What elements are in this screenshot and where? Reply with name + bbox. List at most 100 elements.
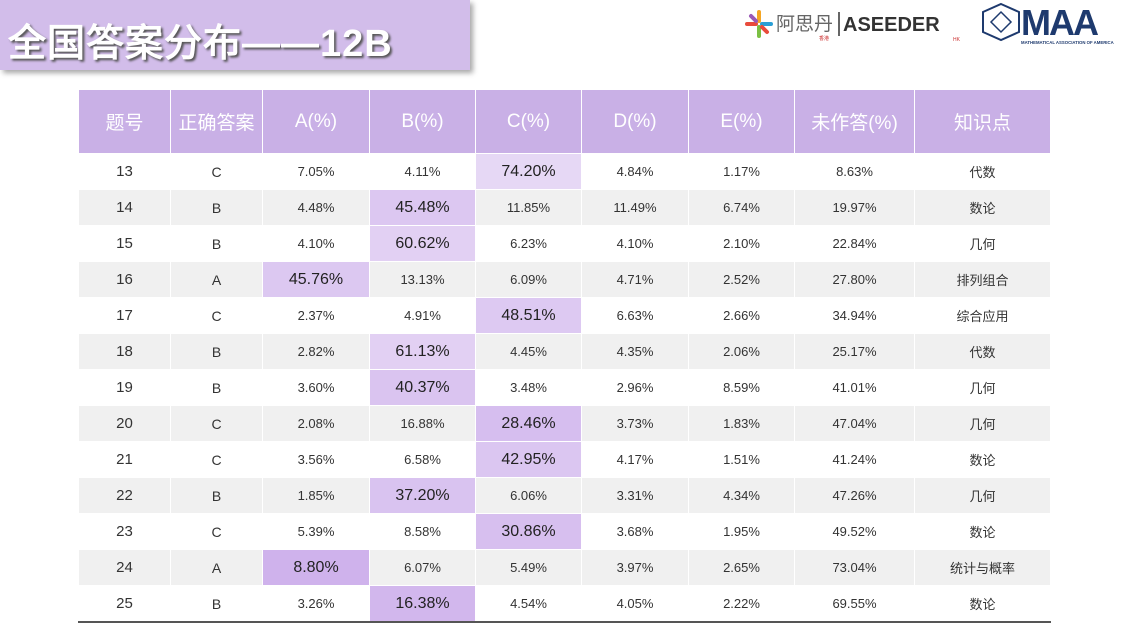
table-cell: 5.39% bbox=[262, 513, 370, 550]
table-row: 23 C 5.39% 8.58% 30.86% 3.68% 1.95% 49.52% 数论 bbox=[78, 513, 1051, 550]
table-cell: 74.20% bbox=[475, 153, 582, 190]
table-cell: 代数 bbox=[914, 333, 1051, 370]
table-cell: 6.58% bbox=[369, 441, 476, 478]
table-cell: 30.86% bbox=[475, 513, 582, 550]
table-cell: 1.85% bbox=[262, 477, 370, 514]
table-cell: C bbox=[170, 153, 263, 190]
table-cell: 25 bbox=[78, 585, 171, 623]
table-cell: 49.52% bbox=[794, 513, 915, 550]
table-row: 16 A 45.76% 13.13% 6.09% 4.71% 2.52% 27.80% 排列组合 bbox=[78, 261, 1051, 298]
table-cell: 6.63% bbox=[581, 297, 689, 334]
table-cell: 45.48% bbox=[369, 189, 476, 226]
table-cell: 8.58% bbox=[369, 513, 476, 550]
table-cell: 16.38% bbox=[369, 585, 476, 623]
table-cell: 73.04% bbox=[794, 549, 915, 586]
table-cell: 2.22% bbox=[688, 585, 795, 623]
table-cell: B bbox=[170, 225, 263, 262]
answer-table: 题号 正确答案 A(%) B(%) C(%) D(%) E(%) 未作答(%) 知识点 13 C 7… bbox=[78, 89, 1051, 623]
table-cell: 8.80% bbox=[262, 549, 370, 586]
table-cell: 1.83% bbox=[688, 405, 795, 442]
table-cell: 13.13% bbox=[369, 261, 476, 298]
table-cell: 3.68% bbox=[581, 513, 689, 550]
logo-cn-sub: 香港 bbox=[819, 35, 829, 42]
table-cell: 16.88% bbox=[369, 405, 476, 442]
table-cell: 60.62% bbox=[369, 225, 476, 262]
table-cell: C bbox=[170, 441, 263, 478]
header-cell: C(%) bbox=[475, 89, 582, 154]
table-cell: 2.65% bbox=[688, 549, 795, 586]
table-cell: 13 bbox=[78, 153, 171, 190]
table-cell: 21 bbox=[78, 441, 171, 478]
table-row: 14 B 4.48% 45.48% 11.85% 11.49% 6.74% 19.97% 数论 bbox=[78, 189, 1051, 226]
table-cell: 14 bbox=[78, 189, 171, 226]
table-cell: 23 bbox=[78, 513, 171, 550]
table-row: 20 C 2.08% 16.88% 28.46% 3.73% 1.83% 47.04% 几何 bbox=[78, 405, 1051, 442]
table-cell: 3.48% bbox=[475, 369, 582, 406]
title-banner: 全国答案分布——12B bbox=[0, 0, 470, 70]
table-cell: 19 bbox=[78, 369, 171, 406]
table-cell: A bbox=[170, 549, 263, 586]
table-cell: 4.71% bbox=[581, 261, 689, 298]
table-cell: 11.85% bbox=[475, 189, 582, 226]
table-row: 15 B 4.10% 60.62% 6.23% 4.10% 2.10% 22.84% 几何 bbox=[78, 225, 1051, 262]
table-cell: 数论 bbox=[914, 513, 1051, 550]
table-cell: B bbox=[170, 477, 263, 514]
table-row: 17 C 2.37% 4.91% 48.51% 6.63% 2.66% 34.94% 综合应用 bbox=[78, 297, 1051, 334]
table-cell: 24 bbox=[78, 549, 171, 586]
table-cell: 8.63% bbox=[794, 153, 915, 190]
header-cell: B(%) bbox=[369, 89, 476, 154]
logo-en: ASEEDER bbox=[843, 14, 940, 36]
logos: 阿思丹 香港 ASEEDER HK MAA MATHEMATICAL ASSOC… bbox=[745, 2, 1114, 45]
header-cell: E(%) bbox=[688, 89, 795, 154]
table-cell: 3.73% bbox=[581, 405, 689, 442]
table-cell: 2.96% bbox=[581, 369, 689, 406]
table-cell: 1.95% bbox=[688, 513, 795, 550]
table-cell: 8.59% bbox=[688, 369, 795, 406]
table-body: 13 C 7.05% 4.11% 74.20% 4.84% 1.17% 8.63% 代数 14 B 4… bbox=[78, 153, 1051, 623]
header-cell: 题号 bbox=[78, 89, 171, 154]
table-cell: 数论 bbox=[914, 189, 1051, 226]
table-cell: 6.74% bbox=[688, 189, 795, 226]
table-cell: 2.37% bbox=[262, 297, 370, 334]
table-cell: 40.37% bbox=[369, 369, 476, 406]
table-cell: 6.07% bbox=[369, 549, 476, 586]
table-cell: 2.06% bbox=[688, 333, 795, 370]
table-cell: C bbox=[170, 513, 263, 550]
table-cell: 11.49% bbox=[581, 189, 689, 226]
logo-cn: 阿思丹 bbox=[776, 13, 833, 35]
title: 全国答案分布——12B bbox=[8, 23, 393, 65]
table-cell: 22 bbox=[78, 477, 171, 514]
table-cell: 69.55% bbox=[794, 585, 915, 623]
logo-en-sub: HK bbox=[953, 37, 961, 43]
logo-maa: MAA bbox=[1021, 2, 1099, 43]
table-cell: 几何 bbox=[914, 477, 1051, 514]
table-cell: C bbox=[170, 297, 263, 334]
table-cell: 数论 bbox=[914, 441, 1051, 478]
table-cell: 47.04% bbox=[794, 405, 915, 442]
table-cell: 4.34% bbox=[688, 477, 795, 514]
table-cell: 61.13% bbox=[369, 333, 476, 370]
header-cell: A(%) bbox=[262, 89, 370, 154]
table-cell: 2.10% bbox=[688, 225, 795, 262]
table-cell: 19.97% bbox=[794, 189, 915, 226]
table-cell: 3.60% bbox=[262, 369, 370, 406]
table-cell: 几何 bbox=[914, 225, 1051, 262]
table-cell: 27.80% bbox=[794, 261, 915, 298]
table-cell: 4.11% bbox=[369, 153, 476, 190]
header-cell: D(%) bbox=[581, 89, 689, 154]
table-cell: 4.84% bbox=[581, 153, 689, 190]
table-row: 19 B 3.60% 40.37% 3.48% 2.96% 8.59% 41.01% 几何 bbox=[78, 369, 1051, 406]
table-cell: 4.10% bbox=[581, 225, 689, 262]
table-cell: 2.66% bbox=[688, 297, 795, 334]
table-cell: 25.17% bbox=[794, 333, 915, 370]
table-cell: 4.54% bbox=[475, 585, 582, 623]
table-cell: 排列组合 bbox=[914, 261, 1051, 298]
table-row: 22 B 1.85% 37.20% 6.06% 3.31% 4.34% 47.26% 几何 bbox=[78, 477, 1051, 514]
table-cell: 37.20% bbox=[369, 477, 476, 514]
table-cell: 42.95% bbox=[475, 441, 582, 478]
table-cell: 3.26% bbox=[262, 585, 370, 623]
table-row: 25 B 3.26% 16.38% 4.54% 4.05% 2.22% 69.55% 数论 bbox=[78, 585, 1051, 623]
table-cell: 3.97% bbox=[581, 549, 689, 586]
table-row: 18 B 2.82% 61.13% 4.45% 4.35% 2.06% 25.17% 代数 bbox=[78, 333, 1051, 370]
